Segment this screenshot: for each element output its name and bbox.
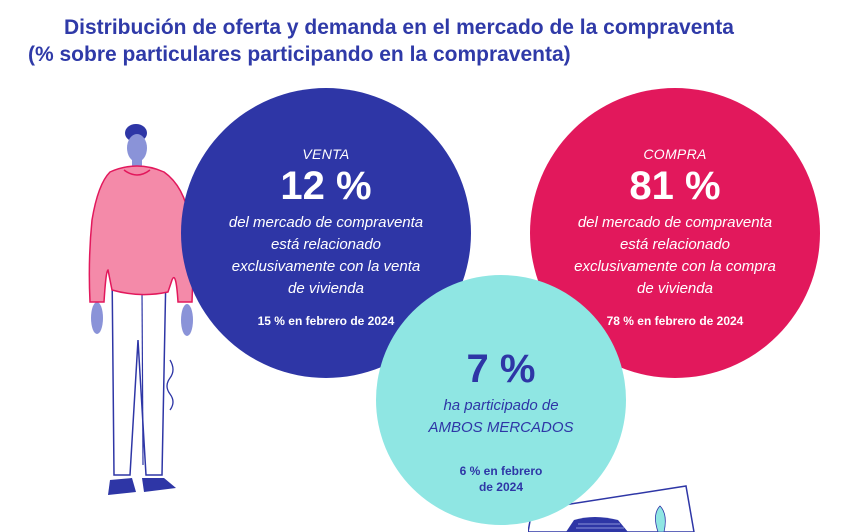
compra-desc-line-3: exclusivamente con la compra: [574, 258, 776, 275]
ambos-previous: 6 % en febrero de 2024: [460, 463, 543, 495]
compra-previous: 78 % en febrero de 2024: [606, 314, 744, 328]
compra-value: 81 %: [629, 164, 721, 208]
compra-description: del mercado de compraventa está relacion…: [574, 212, 776, 300]
compra-desc-line-4: de vivienda: [637, 280, 713, 297]
ambos-desc-line-2: AMBOS MERCADOS: [428, 419, 574, 436]
chart-title: Distribución de oferta y demanda en el m…: [0, 14, 780, 68]
venta-value: 12 %: [280, 164, 372, 208]
picture-frame-illustration-icon: [528, 485, 695, 532]
venta-desc-line-4: de vivienda: [288, 280, 364, 297]
venta-label: VENTA: [302, 146, 350, 162]
ambos-prev-line-2: de 2024: [478, 480, 524, 494]
ambos-value: 7 %: [466, 347, 536, 391]
venta-description: del mercado de compraventa está relacion…: [229, 212, 423, 300]
person-illustration-icon: [88, 124, 194, 495]
ambos-desc-line-1: ha participado de: [443, 397, 559, 414]
venta-previous: 15 % en febrero de 2024: [257, 314, 395, 328]
compra-desc-line-2: está relacionado: [619, 236, 731, 253]
title-line-1: Distribución de oferta y demanda en el m…: [64, 16, 734, 39]
venta-desc-line-3: exclusivamente con la venta: [231, 258, 421, 275]
title-line-2: (% sobre particulares participando en la…: [28, 43, 571, 66]
venta-desc-line-1: del mercado de compraventa: [228, 214, 424, 231]
ambos-bubble: 7 % ha participado de AMBOS MERCADOS 6 %…: [376, 275, 626, 525]
venta-desc-line-2: está relacionado: [270, 236, 382, 253]
compra-desc-line-1: del mercado de compraventa: [577, 214, 773, 231]
compra-label: COMPRA: [643, 146, 707, 162]
ambos-prev-line-1: 6 % en febrero: [459, 464, 543, 478]
ambos-description: ha participado de AMBOS MERCADOS: [428, 395, 573, 439]
